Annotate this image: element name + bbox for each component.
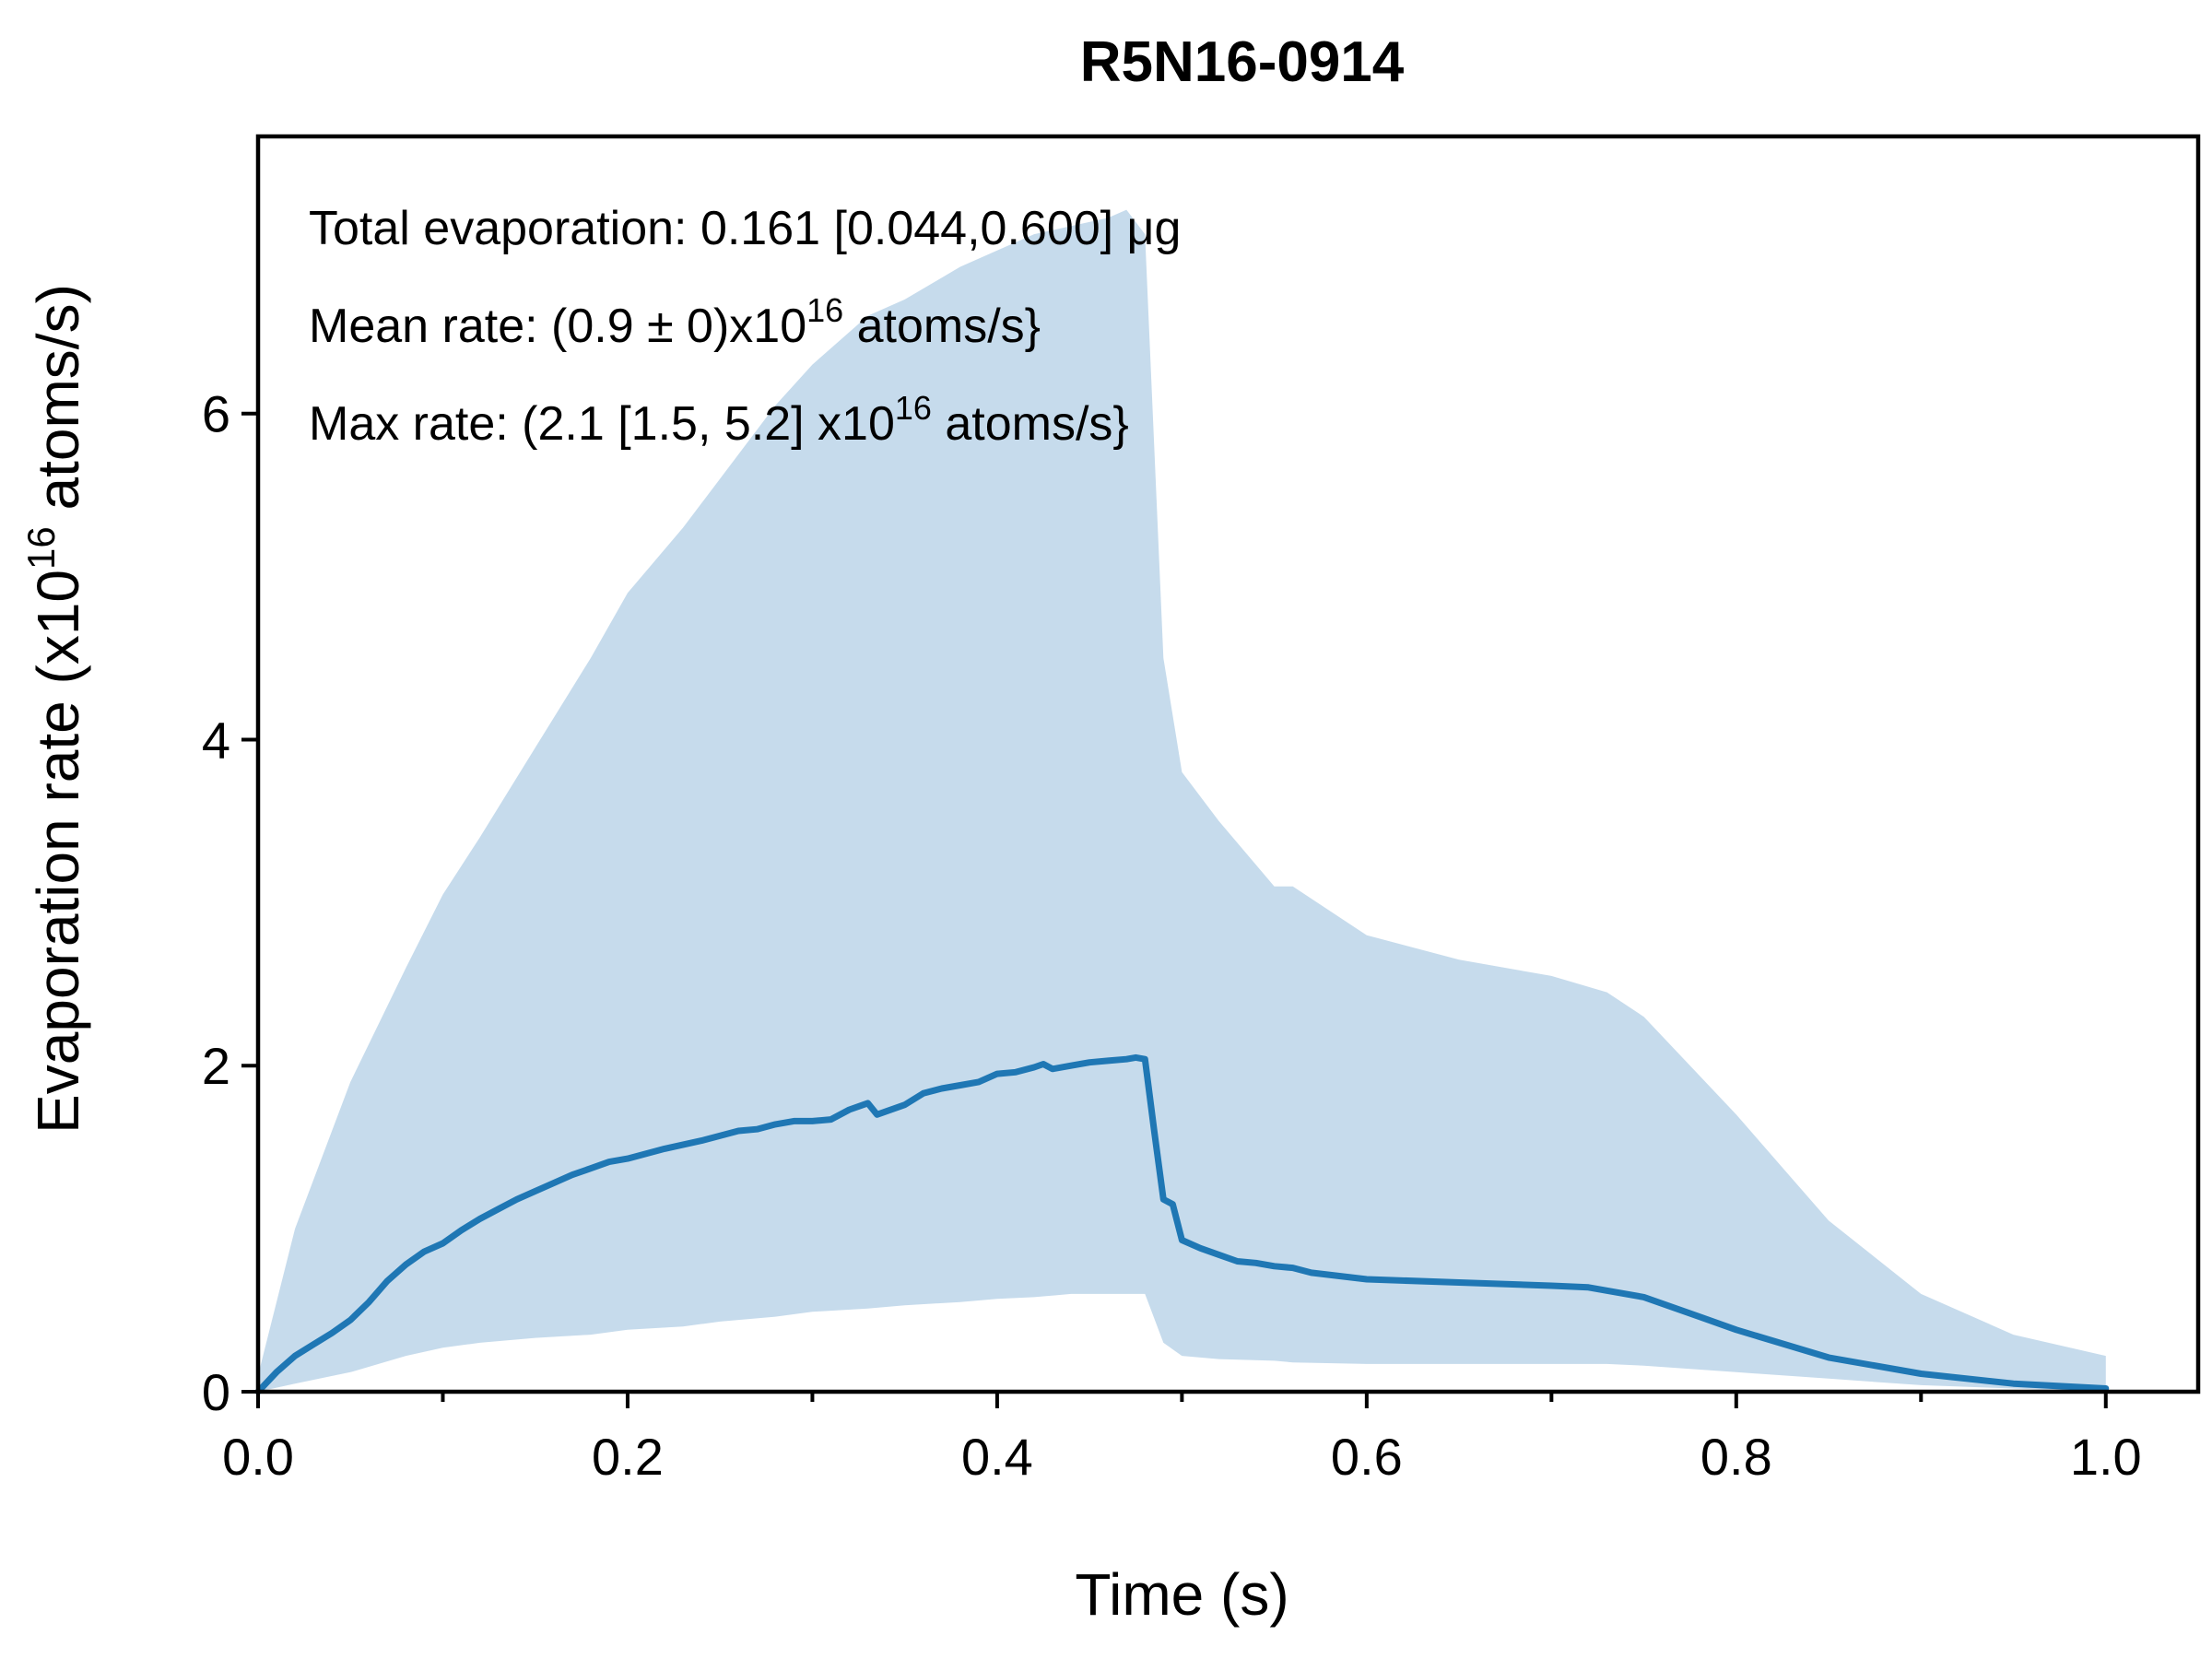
series-line-layer (254, 1053, 2110, 1395)
x-tick-label: 1.0 (2070, 1428, 2142, 1486)
y-label-text: Evaporation rate (x10 (25, 570, 91, 1134)
x-tick-label: 0.8 (1700, 1428, 1772, 1486)
y-label-unit: atoms/s) (25, 284, 91, 526)
x-tick-label: 0.6 (1331, 1428, 1403, 1486)
chart-title: R5N16-0914 (1080, 30, 1405, 94)
series-line-0 (254, 1053, 2110, 1395)
annotation-line-0: Total evaporation: 0.161 [0.044,0.600] μ… (309, 202, 1181, 255)
annotation-line-1: Mean rate: (0.9 ± 0)x1016 atoms/s} (309, 291, 1041, 353)
y-axis-label: Evaporation rate (x1016 atoms/s) (19, 284, 91, 1134)
y-tick-label: 2 (202, 1037, 230, 1095)
y-tick-label: 0 (202, 1363, 230, 1421)
x-tick-label: 0.2 (592, 1428, 664, 1486)
annotation-layer: Total evaporation: 0.161 [0.044,0.600] μ… (309, 202, 1181, 451)
plot-frame (255, 134, 2201, 1394)
confidence-band (258, 209, 2106, 1393)
x-axis-label: Time (s) (1075, 1561, 1288, 1628)
x-tick-label: 0.0 (222, 1428, 294, 1486)
y-tick-label: 4 (202, 711, 230, 769)
y-tick-label: 6 (202, 385, 230, 443)
x-tick-label: 0.4 (961, 1428, 1033, 1486)
annotation-line-2: Max rate: (2.1 [1.5, 5.2] x1016 atoms/s} (309, 389, 1129, 451)
y-label-superscript: 16 (19, 526, 63, 570)
tick-layer: 0.0 0.2 0.4 0.6 0.8 1.0 0 2 4 6 (202, 385, 2142, 1486)
confidence-band-layer (258, 209, 2106, 1393)
